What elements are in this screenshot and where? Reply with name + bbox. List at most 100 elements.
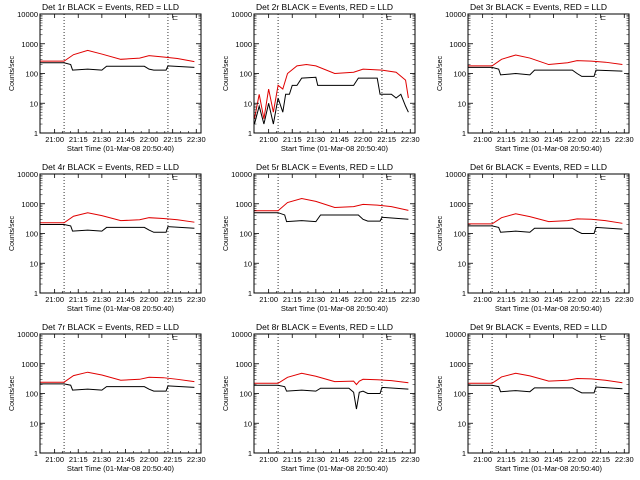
series-lld: [468, 372, 623, 384]
legend-mark: ⊏: [386, 173, 392, 182]
series-lld: [254, 64, 409, 119]
x-tick-label: 21:15: [283, 455, 302, 464]
y-tick-label: 10000: [231, 170, 252, 179]
y-tick-label: 1: [248, 449, 252, 458]
panel-title: Det 5r BLACK = Events, RED = LLD: [256, 162, 393, 172]
y-tick-label: 10: [30, 259, 38, 268]
panel-1: Det 1r BLACK = Events, RED = LLD⊏ 21:00 21…: [9, 2, 206, 153]
y-tick-label: 1: [248, 129, 252, 138]
y-tick-label: 10: [30, 99, 38, 108]
panel-7: Det 7r BLACK = Events, RED = LLD⊏ 21:00 21…: [9, 322, 206, 473]
legend-mark: ⊏: [600, 173, 606, 182]
x-axis-label: Start Time (01-Mar-08 20:50:40): [281, 464, 389, 473]
x-axis-label: Start Time (01-Mar-08 20:50:40): [67, 304, 175, 313]
x-tick-label: 21:15: [497, 455, 516, 464]
x-tick-label: 21:45: [544, 295, 563, 304]
panel-3: Det 3r BLACK = Events, RED = LLD⊏ 21:00 21…: [437, 2, 634, 153]
x-axis-label: Start Time (01-Mar-08 20:50:40): [281, 304, 389, 313]
x-axis-label: Start Time (01-Mar-08 20:50:40): [495, 464, 603, 473]
y-tick-label: 100: [25, 230, 38, 239]
panel-title: Det 6r BLACK = Events, RED = LLD: [470, 162, 607, 172]
x-tick-label: 21:45: [116, 455, 135, 464]
x-tick-label: 21:30: [306, 135, 325, 144]
x-tick-label: 22:30: [615, 455, 634, 464]
x-tick-label: 21:00: [473, 295, 492, 304]
panel-9: Det 9r BLACK = Events, RED = LLD⊏ 21:00 21…: [437, 322, 634, 473]
y-axis-label: Counts/sec: [223, 55, 230, 91]
panel-2: Det 2r BLACK = Events, RED = LLD⊏ 21:00 21…: [223, 2, 420, 153]
x-tick-label: 21:45: [330, 135, 349, 144]
y-tick-label: 1000: [235, 360, 252, 369]
series-events: [254, 76, 409, 125]
legend-mark: ⊏: [600, 333, 606, 342]
y-tick-label: 1000: [449, 360, 466, 369]
panel-title-det: Det 3r: [470, 2, 493, 12]
x-tick-label: 22:30: [615, 135, 634, 144]
x-axis-label: Start Time (01-Mar-08 20:50:40): [67, 464, 175, 473]
y-tick-label: 10: [244, 259, 252, 268]
x-tick-label: 21:15: [69, 455, 88, 464]
x-tick-label: 21:45: [330, 295, 349, 304]
series-events: [254, 212, 409, 223]
x-tick-label: 22:15: [591, 135, 610, 144]
x-tick-label: 22:15: [163, 135, 182, 144]
x-tick-label: 21:00: [473, 135, 492, 144]
y-tick-label: 1: [34, 449, 38, 458]
x-tick-label: 22:00: [140, 455, 159, 464]
panel-title: Det 3r BLACK = Events, RED = LLD: [470, 2, 607, 12]
y-axis-label: Counts/sec: [9, 375, 16, 411]
x-tick-label: 21:30: [92, 295, 111, 304]
y-tick-label: 10000: [231, 330, 252, 339]
panel-title-suffix: BLACK = Events, RED = LLD: [68, 2, 180, 12]
panel-title: Det 4r BLACK = Events, RED = LLD: [42, 162, 179, 172]
panel-title-suffix: BLACK = Events, RED = LLD: [282, 2, 394, 12]
plot-frame: [39, 173, 202, 294]
x-tick-label: 21:15: [497, 135, 516, 144]
plot-frame: [253, 333, 416, 454]
y-tick-label: 100: [25, 390, 38, 399]
y-tick-label: 100: [25, 70, 38, 79]
y-axis-label: Counts/sec: [223, 375, 230, 411]
y-tick-label: 10: [244, 419, 252, 428]
panel-title: Det 9r BLACK = Events, RED = LLD: [470, 322, 607, 332]
legend-mark: ⊏: [172, 173, 178, 182]
x-tick-label: 21:15: [283, 135, 302, 144]
legend-mark: ⊏: [386, 333, 392, 342]
y-axis-label: Counts/sec: [223, 215, 230, 251]
x-tick-label: 21:45: [544, 135, 563, 144]
series-events: [468, 384, 623, 394]
panel-title-suffix: BLACK = Events, RED = LLD: [496, 322, 608, 332]
x-tick-label: 22:15: [377, 455, 396, 464]
x-tick-label: 22:00: [568, 455, 587, 464]
y-tick-label: 10: [458, 419, 466, 428]
y-axis-label: Counts/sec: [9, 55, 16, 91]
x-tick-label: 21:00: [259, 135, 278, 144]
x-tick-label: 21:00: [45, 455, 64, 464]
x-tick-label: 22:15: [163, 455, 182, 464]
plot-frame: [253, 173, 416, 294]
panel-title-det: Det 4r: [42, 162, 65, 172]
panel-title-suffix: BLACK = Events, RED = LLD: [68, 322, 180, 332]
x-tick-label: 22:00: [568, 135, 587, 144]
plot-frame: [39, 333, 202, 454]
y-tick-label: 100: [239, 390, 252, 399]
panel-title: Det 2r BLACK = Events, RED = LLD: [256, 2, 393, 12]
panel-title: Det 1r BLACK = Events, RED = LLD: [42, 2, 179, 12]
panel-title: Det 7r BLACK = Events, RED = LLD: [42, 322, 179, 332]
x-tick-label: 21:45: [116, 135, 135, 144]
x-tick-label: 21:30: [520, 455, 539, 464]
panel-5: Det 5r BLACK = Events, RED = LLD⊏ 21:00 21…: [223, 162, 420, 313]
x-tick-label: 21:30: [306, 295, 325, 304]
x-tick-label: 22:30: [401, 295, 420, 304]
x-tick-label: 22:15: [163, 295, 182, 304]
x-tick-label: 22:00: [140, 135, 159, 144]
plot-frame: [39, 13, 202, 134]
series-lld: [468, 54, 623, 67]
y-tick-label: 10000: [445, 10, 466, 19]
x-axis-label: Start Time (01-Mar-08 20:50:40): [67, 144, 175, 153]
panel-title-det: Det 5r: [256, 162, 279, 172]
panel-4: Det 4r BLACK = Events, RED = LLD⊏ 21:00 21…: [9, 162, 206, 313]
y-tick-label: 10: [458, 99, 466, 108]
plot-frame: [467, 173, 630, 294]
y-axis-label: Counts/sec: [437, 215, 444, 251]
